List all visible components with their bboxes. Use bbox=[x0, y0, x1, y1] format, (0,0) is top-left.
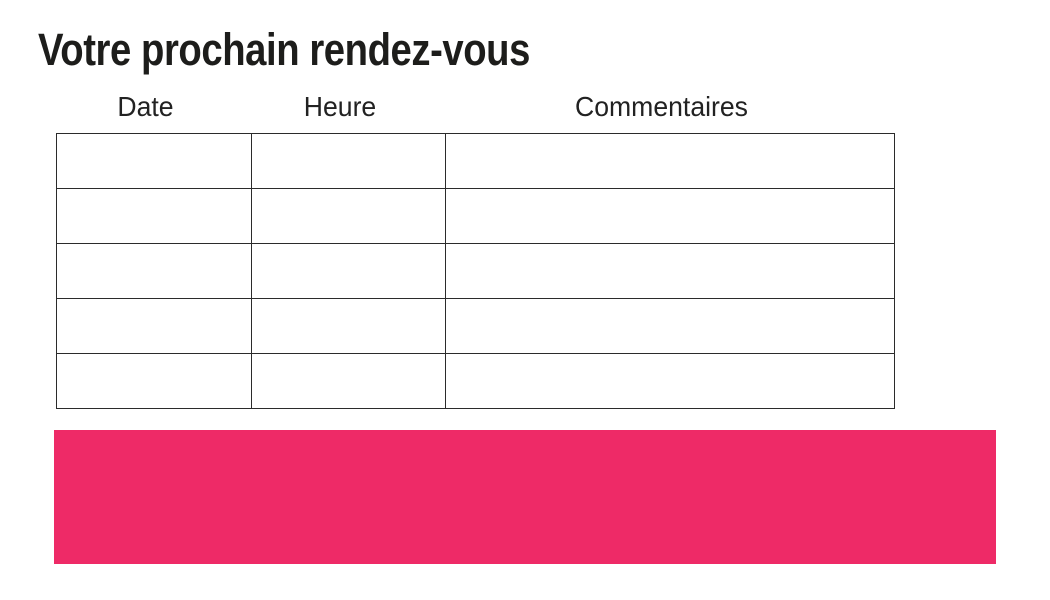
table-cell-commentaires bbox=[445, 353, 895, 409]
table-cell-date bbox=[56, 243, 252, 299]
table-cell-date bbox=[56, 133, 252, 189]
column-header-date: Date bbox=[117, 91, 174, 122]
table-cell-heure bbox=[251, 243, 446, 299]
table-cell-date bbox=[56, 298, 252, 354]
page-title: Votre prochain rendez-vous bbox=[38, 24, 530, 75]
table-cell-heure bbox=[251, 353, 446, 409]
appointments-table bbox=[56, 133, 895, 409]
appointments-table-body bbox=[56, 133, 895, 409]
table-row bbox=[56, 353, 895, 409]
table-row bbox=[56, 188, 895, 244]
table-cell-date bbox=[56, 353, 252, 409]
column-header-commentaires: Commentaires bbox=[575, 91, 748, 122]
table-cell-heure bbox=[251, 298, 446, 354]
table-cell-commentaires bbox=[445, 188, 895, 244]
table-cell-commentaires bbox=[445, 298, 895, 354]
table-cell-heure bbox=[251, 188, 446, 244]
table-cell-heure bbox=[251, 133, 446, 189]
table-cell-commentaires bbox=[445, 133, 895, 189]
table-header-row: Date Heure Commentaires bbox=[48, 91, 886, 123]
table-row bbox=[56, 298, 895, 354]
table-cell-date bbox=[56, 188, 252, 244]
column-header-heure: Heure bbox=[303, 91, 377, 122]
table-cell-commentaires bbox=[445, 243, 895, 299]
table-row bbox=[56, 133, 895, 189]
table-row bbox=[56, 243, 895, 299]
pink-banner bbox=[54, 430, 996, 564]
